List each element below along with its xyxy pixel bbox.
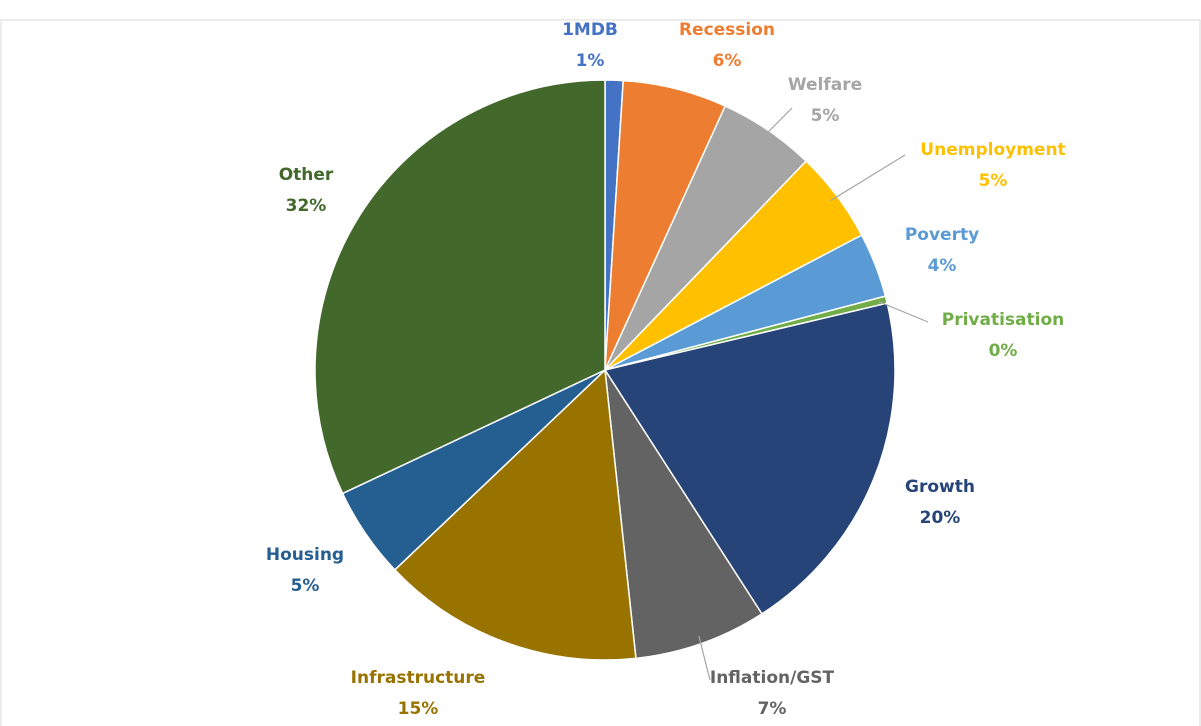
slices bbox=[314, 79, 896, 661]
pie-slice bbox=[603, 302, 896, 615]
value-label: 5% bbox=[811, 106, 840, 126]
pie-slice bbox=[314, 79, 606, 495]
category-label: 1MDB bbox=[562, 20, 618, 40]
category-label: Welfare bbox=[788, 75, 862, 95]
value-label: 15% bbox=[398, 699, 439, 719]
leader-line bbox=[878, 301, 929, 323]
category-label: Other bbox=[279, 165, 334, 185]
category-label: Housing bbox=[266, 545, 344, 565]
labels: 1MDB 1% Recession 6% Welfare 5% Unemployment 5%… bbox=[266, 20, 1066, 719]
value-label: 1% bbox=[576, 51, 605, 71]
value-label: 6% bbox=[713, 51, 742, 71]
value-label: 0% bbox=[989, 341, 1018, 361]
category-label: Unemployment bbox=[920, 140, 1065, 160]
value-label: 5% bbox=[291, 576, 320, 596]
value-label: 32% bbox=[286, 196, 327, 216]
value-label: 20% bbox=[920, 508, 961, 528]
pie-slice bbox=[393, 368, 637, 661]
value-label: 5% bbox=[979, 171, 1008, 191]
value-label: 4% bbox=[928, 256, 957, 276]
value-label: 7% bbox=[758, 699, 787, 719]
pie-slice bbox=[604, 369, 763, 660]
leader-line bbox=[763, 107, 793, 138]
category-label: Privatisation bbox=[942, 310, 1065, 330]
category-label: Growth bbox=[905, 477, 975, 497]
category-label: Poverty bbox=[905, 225, 979, 245]
leader-line bbox=[698, 635, 711, 681]
category-label: Recession bbox=[679, 20, 775, 40]
category-label: Infrastructure bbox=[351, 668, 486, 688]
leader-line bbox=[830, 154, 906, 202]
category-label: Inflation/GST bbox=[710, 668, 835, 688]
